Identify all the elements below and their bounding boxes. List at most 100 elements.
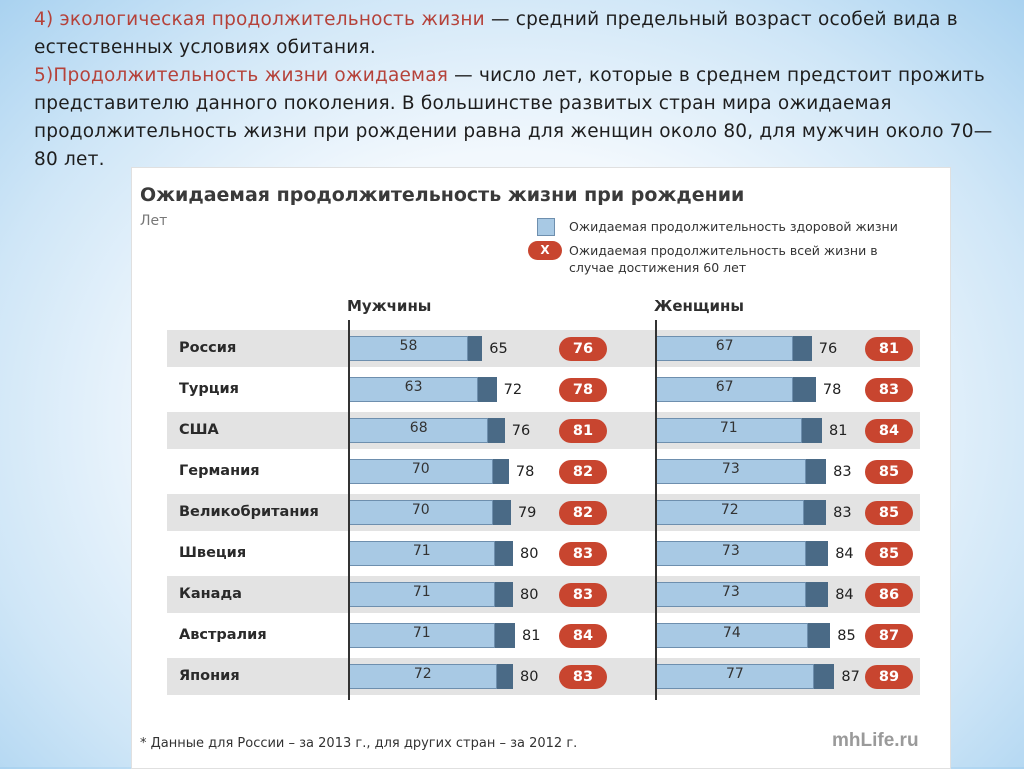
bar-healthy: 71	[349, 582, 495, 607]
total-value-label: 72	[503, 382, 523, 398]
total-value-label: 84	[835, 587, 854, 603]
country-label: Канада	[179, 586, 242, 602]
country-label: Великобритания	[179, 504, 319, 520]
table-row: Великобритания 70 79 82 72 83 85	[167, 494, 920, 531]
at-60-marker: 89	[865, 665, 913, 689]
bar-total-extension	[478, 377, 497, 402]
at-60-marker: 81	[865, 337, 913, 361]
bar-total-extension	[805, 459, 827, 484]
at-60-marker: 83	[865, 378, 913, 402]
at-60-marker: 82	[559, 460, 607, 484]
term-ecological-lifespan: 4) экологическая продолжительность жизни	[34, 9, 485, 30]
definition-ecological-lifespan: — средний предельный возраст особей вида…	[34, 9, 958, 58]
total-value-label: 83	[833, 464, 852, 480]
bar-healthy: 70	[349, 500, 493, 525]
bar-healthy: 77	[656, 664, 814, 689]
bar-healthy: 71	[349, 541, 495, 566]
intro-text: 4) экологическая продолжительность жизни…	[34, 6, 994, 174]
table-row: Австралия 71 81 84 74 85 87	[167, 617, 920, 654]
bar-total-extension	[793, 336, 812, 361]
at-60-marker: 83	[559, 665, 607, 689]
country-label: Турция	[179, 381, 239, 397]
bar-healthy: 63	[349, 377, 479, 402]
legend-swatch-healthy	[537, 218, 555, 236]
women-axis-line	[655, 320, 657, 700]
country-label: Россия	[179, 340, 237, 356]
chart-card: Ожидаемая продолжительность жизни при ро…	[131, 167, 951, 769]
column-header-women: Женщины	[654, 297, 744, 315]
legend-label-healthy: Ожидаемая продолжительность здоровой жиз…	[569, 219, 898, 234]
total-value-label: 65	[489, 341, 508, 357]
bar-total-extension	[805, 582, 829, 607]
bar-total-extension	[807, 623, 831, 648]
at-60-marker: 84	[865, 419, 913, 443]
bar-healthy: 67	[656, 377, 794, 402]
total-value-label: 78	[822, 382, 842, 398]
bar-total-extension	[805, 541, 829, 566]
footnote: * Данные для России – за 2013 г., для др…	[140, 736, 578, 751]
legend-marker-total: X	[528, 241, 562, 260]
total-value-label: 81	[522, 628, 541, 644]
term-expected-lifespan: 5)Продолжительность жизни ожидаемая	[34, 65, 449, 86]
bar-total-extension	[492, 500, 511, 525]
table-row: США 68 76 81 71 81 84	[167, 412, 920, 449]
bar-total-extension	[467, 336, 483, 361]
at-60-marker: 85	[865, 501, 913, 525]
total-value-label: 80	[520, 546, 539, 562]
bar-healthy: 71	[656, 418, 802, 443]
bar-total-extension	[793, 377, 816, 402]
table-row: Германия 70 78 82 73 83 85	[167, 453, 920, 490]
total-value-label: 76	[511, 423, 531, 439]
bar-total-extension	[494, 541, 513, 566]
bar-healthy: 72	[349, 664, 497, 689]
at-60-marker: 84	[559, 624, 607, 648]
total-value-label: 79	[517, 505, 537, 521]
total-value-label: 84	[835, 546, 854, 562]
bar-total-extension	[494, 623, 516, 648]
at-60-marker: 83	[559, 583, 607, 607]
bar-healthy: 71	[349, 623, 495, 648]
country-label: Швеция	[179, 545, 247, 561]
bar-total-extension	[492, 459, 509, 484]
chart-title: Ожидаемая продолжительность жизни при ро…	[140, 184, 745, 206]
at-60-marker: 82	[559, 501, 607, 525]
at-60-marker: 85	[865, 542, 913, 566]
bar-total-extension	[494, 582, 513, 607]
column-header-men: Мужчины	[347, 297, 432, 315]
total-value-label: 80	[520, 587, 539, 603]
legend-label-total: Ожидаемая продолжительность всей жизни в…	[569, 243, 878, 275]
bar-total-extension	[496, 664, 513, 689]
total-value-label: 85	[837, 628, 856, 644]
at-60-marker: 76	[559, 337, 607, 361]
bar-healthy: 72	[656, 500, 804, 525]
total-value-label: 83	[833, 505, 852, 521]
country-label: Австралия	[179, 627, 267, 643]
units-label: Лет	[140, 213, 168, 229]
table-row: Канада 71 80 83 73 84 86	[167, 576, 920, 613]
bar-total-extension	[803, 500, 827, 525]
bar-healthy: 58	[349, 336, 468, 361]
bar-total-extension	[813, 664, 835, 689]
bar-healthy: 73	[656, 541, 806, 566]
bar-total-extension	[801, 418, 823, 443]
at-60-marker: 85	[865, 460, 913, 484]
total-value-label: 80	[520, 669, 539, 685]
at-60-marker: 78	[559, 378, 607, 402]
country-label: США	[179, 422, 219, 438]
table-row: Россия 58 65 76 67 76 81	[167, 330, 920, 367]
total-value-label: 87	[841, 669, 860, 685]
bar-healthy: 73	[656, 582, 806, 607]
country-label: Япония	[179, 668, 240, 684]
table-row: Япония 72 80 83 77 87 89	[167, 658, 920, 695]
bar-healthy: 68	[349, 418, 489, 443]
at-60-marker: 86	[865, 583, 913, 607]
table-row: Швеция 71 80 83 73 84 85	[167, 535, 920, 572]
at-60-marker: 83	[559, 542, 607, 566]
total-value-label: 76	[818, 341, 838, 357]
bar-healthy: 73	[656, 459, 806, 484]
total-value-label: 81	[829, 423, 848, 439]
source-watermark: mhLife.ru	[832, 730, 919, 751]
country-label: Германия	[179, 463, 260, 479]
definition-expected-lifespan: — число лет, которые в среднем предстоит…	[34, 65, 993, 170]
men-axis-line	[348, 320, 350, 700]
